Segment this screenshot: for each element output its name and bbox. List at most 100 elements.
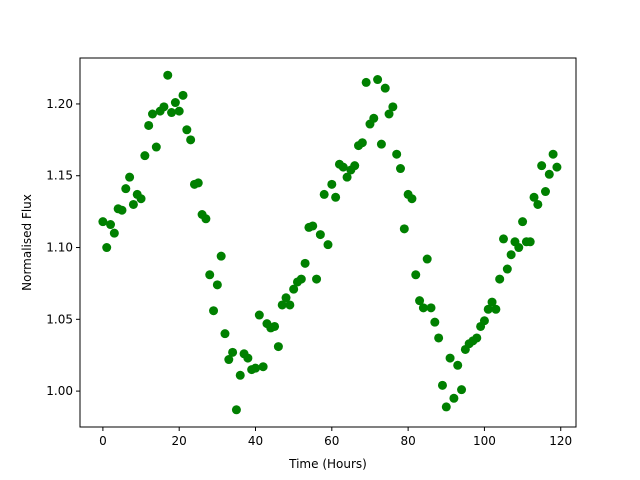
data-point xyxy=(212,280,222,290)
data-point xyxy=(216,251,226,261)
x-axis-ticks: 0 20 40 60 80 100 120 xyxy=(99,427,572,448)
data-point xyxy=(109,228,119,238)
data-point xyxy=(258,362,268,372)
data-points xyxy=(98,70,562,415)
data-point xyxy=(418,303,428,313)
data-point xyxy=(220,329,230,339)
data-point xyxy=(159,102,169,112)
data-point xyxy=(533,199,543,209)
data-point xyxy=(548,149,558,159)
data-point xyxy=(422,254,432,264)
data-point xyxy=(434,333,444,343)
data-point xyxy=(472,333,482,343)
data-point xyxy=(231,405,241,415)
x-tick-label: 100 xyxy=(473,434,496,448)
data-point xyxy=(117,205,127,215)
y-tick-label: 1.10 xyxy=(46,241,73,255)
data-point xyxy=(235,370,245,380)
data-point xyxy=(506,250,516,260)
y-axis-ticks: 1.00 1.05 1.10 1.15 1.20 xyxy=(46,97,80,398)
data-point xyxy=(361,77,371,87)
data-point xyxy=(151,142,161,152)
data-point xyxy=(128,199,138,209)
data-point xyxy=(243,353,253,363)
data-point xyxy=(445,353,455,363)
data-point xyxy=(537,161,547,171)
data-point xyxy=(449,393,459,403)
data-point xyxy=(193,178,203,188)
data-point xyxy=(224,355,234,365)
data-point xyxy=(552,162,562,172)
data-point xyxy=(388,102,398,112)
y-tick-label: 1.00 xyxy=(46,384,73,398)
data-point xyxy=(285,300,295,310)
data-point xyxy=(407,194,417,204)
data-point xyxy=(251,363,261,373)
plot-frame xyxy=(79,57,577,428)
data-point xyxy=(121,184,131,194)
x-axis-label: Time (Hours) xyxy=(288,457,367,471)
data-point xyxy=(163,70,173,80)
data-point xyxy=(147,109,157,119)
data-point xyxy=(228,347,238,357)
data-point xyxy=(376,139,386,149)
data-point xyxy=(529,192,539,202)
data-point xyxy=(178,90,188,100)
x-tick-label: 120 xyxy=(549,434,572,448)
data-point xyxy=(327,179,337,189)
x-tick-label: 0 xyxy=(99,434,107,448)
data-point xyxy=(342,172,352,182)
data-point xyxy=(315,230,325,240)
data-point xyxy=(308,221,318,231)
data-point xyxy=(281,293,291,303)
data-point xyxy=(170,98,180,108)
data-point xyxy=(277,300,287,310)
data-point xyxy=(544,169,554,179)
data-point xyxy=(106,220,116,230)
data-point xyxy=(205,270,215,280)
data-point xyxy=(540,187,550,197)
y-axis-label: Normalised Flux xyxy=(20,194,34,291)
data-point xyxy=(136,194,146,204)
data-point xyxy=(338,162,348,172)
data-point xyxy=(395,164,405,174)
data-point xyxy=(437,380,447,390)
data-point xyxy=(457,385,467,395)
data-point xyxy=(209,306,219,316)
y-tick-label: 1.05 xyxy=(46,312,73,326)
data-point xyxy=(411,270,421,280)
data-point xyxy=(312,274,322,284)
data-point xyxy=(453,360,463,370)
data-point xyxy=(399,224,409,234)
data-point xyxy=(479,316,489,326)
data-point xyxy=(201,214,211,224)
data-point xyxy=(380,83,390,93)
data-point xyxy=(483,304,493,314)
y-tick-label: 1.15 xyxy=(46,169,73,183)
data-point xyxy=(357,138,367,148)
x-tick-label: 60 xyxy=(324,434,339,448)
data-point xyxy=(323,240,333,250)
data-point xyxy=(487,297,497,307)
data-point xyxy=(430,317,440,327)
data-point xyxy=(98,217,108,227)
data-point xyxy=(491,304,501,314)
x-tick-label: 20 xyxy=(172,434,187,448)
data-point xyxy=(495,274,505,284)
data-point xyxy=(384,109,394,119)
data-point xyxy=(441,402,451,412)
data-point xyxy=(289,284,299,294)
data-point xyxy=(319,189,329,199)
data-point xyxy=(300,258,310,268)
y-tick-label: 1.20 xyxy=(46,97,73,111)
data-point xyxy=(514,243,524,253)
data-point xyxy=(144,120,154,130)
data-point xyxy=(426,303,436,313)
data-point xyxy=(499,234,509,244)
data-point xyxy=(102,243,112,253)
data-point xyxy=(525,237,535,247)
data-point xyxy=(167,108,177,118)
data-point xyxy=(125,172,135,182)
